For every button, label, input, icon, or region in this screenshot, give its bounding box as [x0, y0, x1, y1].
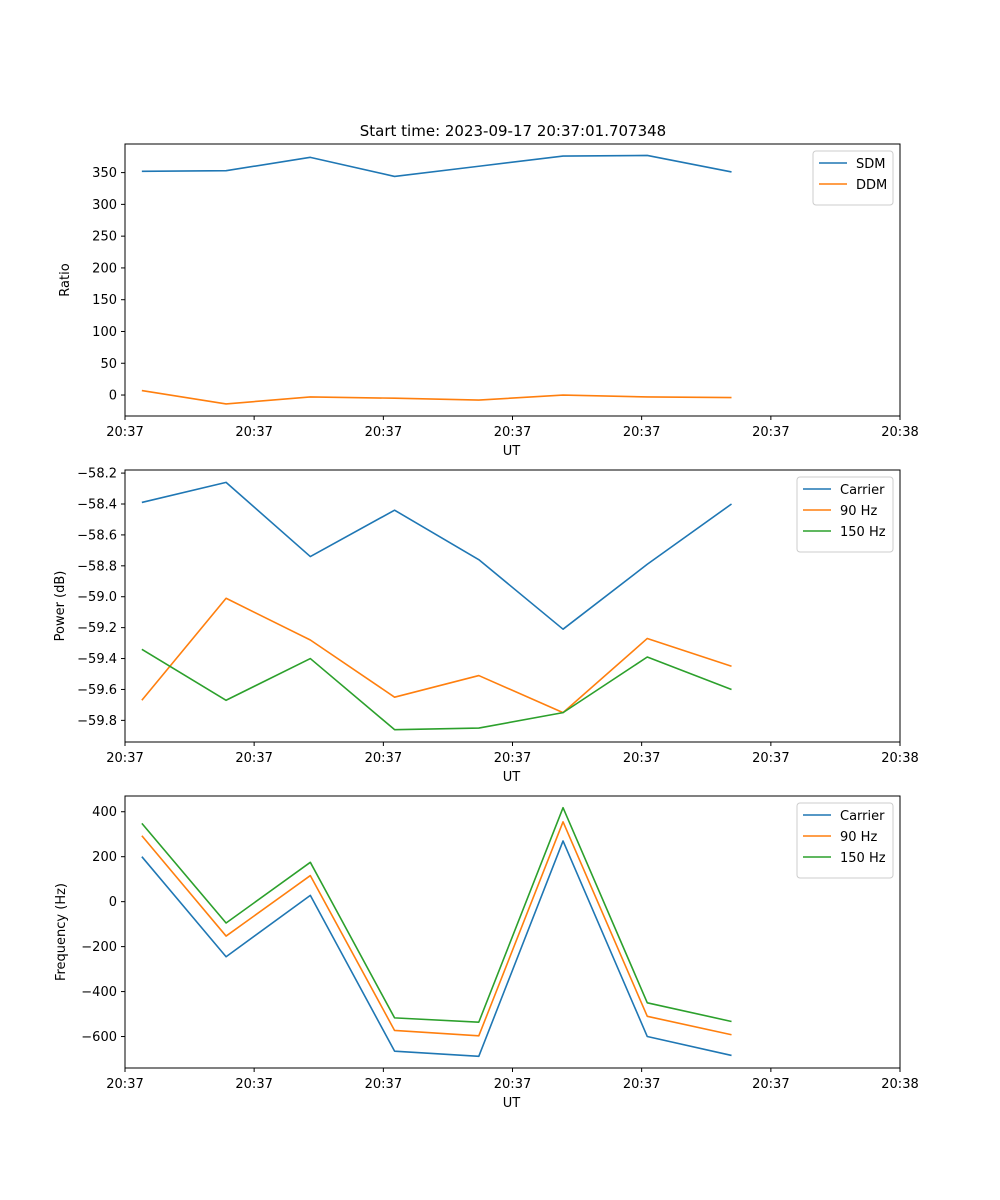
frequency-y-axis-label: Frequency (Hz) [54, 883, 69, 981]
frequency-legend-label: 90 Hz [840, 830, 877, 845]
power-y-tick-label: −58.2 [77, 467, 117, 482]
power-y-tick-label: −58.4 [77, 498, 117, 513]
frequency-y-tick-label: −200 [81, 940, 117, 955]
ratio-x-tick-label: 20:37 [106, 425, 143, 440]
frequency-y-tick-label: −400 [81, 985, 117, 1000]
frequency-legend-label: 150 Hz [840, 851, 886, 866]
ratio-y-tick-label: 0 [109, 389, 117, 404]
power-y-axis-label: Power (dB) [53, 571, 68, 642]
ratio-x-tick-label: 20:37 [752, 425, 789, 440]
power-x-axis-label: UT [503, 770, 521, 785]
power-y-tick-label: −59.0 [77, 590, 117, 605]
ratio-y-tick-label: 250 [92, 230, 117, 245]
ratio-legend: SDM DDM [812, 150, 894, 206]
frequency-axes-frame [124, 795, 901, 1069]
frequency-x-tick-label: 20:37 [106, 1077, 143, 1092]
frequency-y-tick-label: −600 [81, 1030, 117, 1045]
power-y-tick-label: −58.8 [77, 559, 117, 574]
power-series-line-carrier [141, 481, 732, 630]
ratio-y-tick-label: 50 [100, 357, 117, 372]
ratio-y-tick-label: 350 [92, 166, 117, 181]
power-y-tick-label: −59.4 [77, 652, 117, 667]
frequency-series-line-90-hz [141, 821, 732, 1037]
ratio-y-axis-label: Ratio [58, 263, 73, 296]
ratio-x-tick-label: 20:37 [235, 425, 272, 440]
frequency-x-tick-label: 20:38 [881, 1077, 918, 1092]
power-x-tick-label: 20:37 [752, 751, 789, 766]
power-series-line-90-hz [141, 597, 732, 714]
power-x-tick-label: 20:37 [365, 751, 402, 766]
frequency-series-line-150-hz [141, 806, 732, 1023]
ratio-legend-label: DDM [856, 178, 887, 193]
frequency-y-tick-label: 0 [109, 895, 117, 910]
frequency-legend: Carrier 90 Hz 150 Hz [796, 802, 894, 879]
ratio-y-tick-label: 200 [92, 261, 117, 276]
ratio-axes-frame [124, 143, 901, 417]
power-legend-label: Carrier [840, 483, 885, 498]
power-series-line-150-hz [141, 648, 732, 731]
frequency-legend-frame [796, 802, 894, 879]
frequency-panel: 20:37 20:37 20:37 20:37 20:37 20:37 20:38 400 20… [54, 795, 919, 1111]
power-y-tick-label: −58.6 [77, 528, 117, 543]
frequency-x-tick-label: 20:37 [752, 1077, 789, 1092]
frequency-y-tick-label: 200 [92, 850, 117, 865]
ratio-series-line-sdm [141, 154, 732, 178]
power-y-tick-label: −59.6 [77, 683, 117, 698]
frequency-y-tick-label: 400 [92, 805, 117, 820]
ratio-x-tick-label: 20:37 [365, 425, 402, 440]
power-legend-frame [796, 476, 894, 553]
ratio-y-tick-label: 300 [92, 198, 117, 213]
power-x-tick-label: 20:37 [494, 751, 531, 766]
ratio-x-tick-label: 20:38 [881, 425, 918, 440]
ratio-x-axis-label: UT [503, 444, 521, 459]
power-x-tick-label: 20:38 [881, 751, 918, 766]
ratio-y-tick-label: 100 [92, 325, 117, 340]
ratio-x-tick-label: 20:37 [494, 425, 531, 440]
ratio-legend-frame [812, 150, 894, 206]
frequency-x-tick-label: 20:37 [235, 1077, 272, 1092]
ratio-legend-label: SDM [856, 157, 885, 172]
power-legend: Carrier 90 Hz 150 Hz [796, 476, 894, 553]
power-panel: 20:37 20:37 20:37 20:37 20:37 20:37 20:38 −58.2… [53, 467, 919, 785]
power-legend-label: 90 Hz [840, 504, 877, 519]
power-legend-label: 150 Hz [840, 525, 886, 540]
ratio-y-tick-label: 150 [92, 293, 117, 308]
power-x-tick-label: 20:37 [235, 751, 272, 766]
figure-title: Start time: 2023-09-17 20:37:01.707348 [360, 122, 666, 140]
power-x-tick-label: 20:37 [623, 751, 660, 766]
ratio-series-line-ddm [141, 389, 732, 405]
power-y-tick-label: −59.8 [77, 714, 117, 729]
ratio-panel: 20:37 20:37 20:37 20:37 20:37 20:37 20:38 0 50 10… [58, 143, 919, 459]
frequency-x-tick-label: 20:37 [365, 1077, 402, 1092]
power-x-tick-label: 20:37 [106, 751, 143, 766]
frequency-x-axis-label: UT [503, 1096, 521, 1111]
frequency-x-tick-label: 20:37 [494, 1077, 531, 1092]
frequency-legend-label: Carrier [840, 809, 885, 824]
ratio-x-tick-label: 20:37 [623, 425, 660, 440]
frequency-series-line-carrier [141, 840, 732, 1058]
power-y-tick-label: −59.2 [77, 621, 117, 636]
frequency-x-tick-label: 20:37 [623, 1077, 660, 1092]
